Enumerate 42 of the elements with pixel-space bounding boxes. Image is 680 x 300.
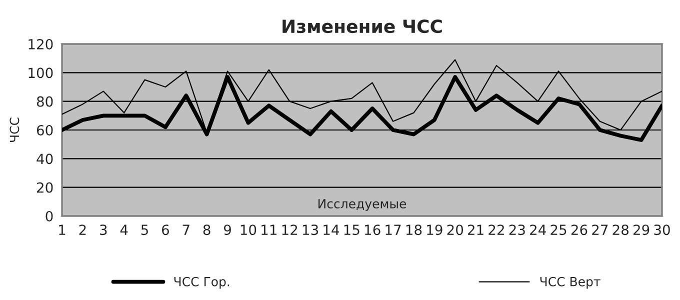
x-tick-label: 17 [386, 224, 401, 235]
x-tick-label: 7 [182, 224, 190, 235]
y-axis-title: ЧСС [10, 118, 20, 142]
x-tick-label: 8 [203, 224, 210, 236]
x-tick-label: 16 [365, 224, 380, 236]
legend-label: ЧСС Гор. [174, 276, 230, 289]
x-tick-label: 25 [550, 224, 566, 236]
x-tick-label: 13 [302, 224, 318, 236]
x-tick-label: 9 [224, 224, 231, 236]
x-tick-label: 11 [262, 224, 276, 235]
y-tick-label: 100 [28, 68, 53, 78]
x-tick-label: 10 [240, 224, 256, 236]
x-tick-label: 4 [120, 224, 128, 235]
x-tick-label: 18 [406, 224, 422, 236]
x-tick-label: 30 [654, 224, 670, 236]
x-tick-label: 15 [344, 224, 360, 236]
x-tick-label: 21 [468, 224, 484, 235]
x-tick-label: 28 [612, 224, 629, 236]
x-tick-label: 29 [633, 224, 650, 236]
x-tick-label: 26 [571, 224, 588, 236]
y-tick-label: 40 [36, 154, 53, 164]
x-tick-label: 22 [488, 224, 504, 235]
x-axis-title: Исследуемые [318, 199, 406, 211]
x-tick-label: 5 [141, 224, 148, 236]
x-tick-label: 2 [79, 224, 86, 235]
x-tick-label: 19 [427, 224, 442, 236]
y-tick-label: 60 [36, 124, 53, 136]
chart-title: Изменение ЧСС [282, 19, 442, 34]
x-tick-label: 14 [324, 224, 340, 235]
y-tick-label: 20 [37, 182, 53, 193]
x-tick-label: 27 [592, 224, 608, 235]
y-tick-label: 80 [36, 96, 53, 107]
y-tick-label: 120 [28, 38, 53, 50]
legend-label: ЧСС Верт [540, 276, 600, 289]
x-tick-label: 6 [162, 224, 169, 236]
x-tick-label: 20 [447, 224, 464, 236]
y-tick-label: 0 [46, 210, 53, 222]
x-tick-label: 24 [530, 224, 546, 235]
x-tick-label: 12 [282, 224, 298, 235]
x-tick-label: 23 [509, 224, 525, 236]
x-tick-label: 1 [59, 224, 66, 235]
x-tick-label: 3 [100, 224, 107, 236]
